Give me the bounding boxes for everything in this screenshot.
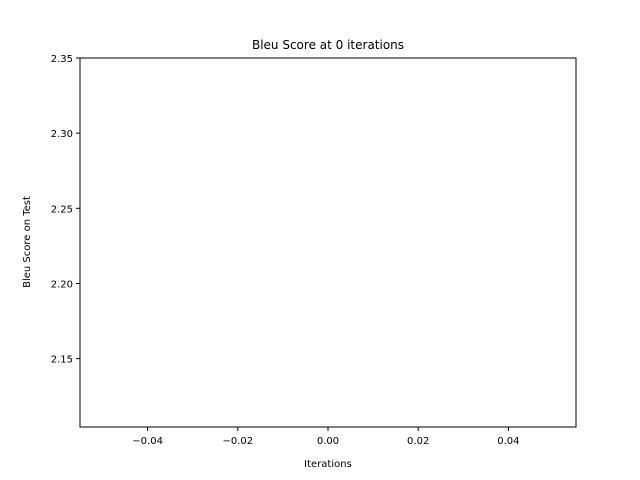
- x-tick-label: 0.02: [407, 436, 429, 447]
- y-tick-label: 2.25: [51, 204, 73, 215]
- y-tick-label: 2.15: [51, 355, 73, 366]
- x-tick-label: −0.04: [132, 436, 163, 447]
- chart-title: Bleu Score at 0 iterations: [252, 38, 404, 52]
- y-tick-label: 2.20: [51, 279, 73, 290]
- y-axis-label: Bleu Score on Test: [22, 196, 33, 288]
- x-axis: −0.04 −0.02 0.00 0.02 0.04: [132, 427, 519, 447]
- y-axis: 2.15 2.20 2.25 2.30 2.35: [51, 54, 80, 366]
- x-tick-label: −0.02: [222, 436, 253, 447]
- x-tick-label: 0.04: [497, 436, 519, 447]
- x-axis-label: Iterations: [304, 459, 352, 470]
- y-tick-label: 2.35: [51, 54, 73, 65]
- y-tick-label: 2.30: [51, 129, 73, 140]
- x-tick-label: 0.00: [317, 436, 339, 447]
